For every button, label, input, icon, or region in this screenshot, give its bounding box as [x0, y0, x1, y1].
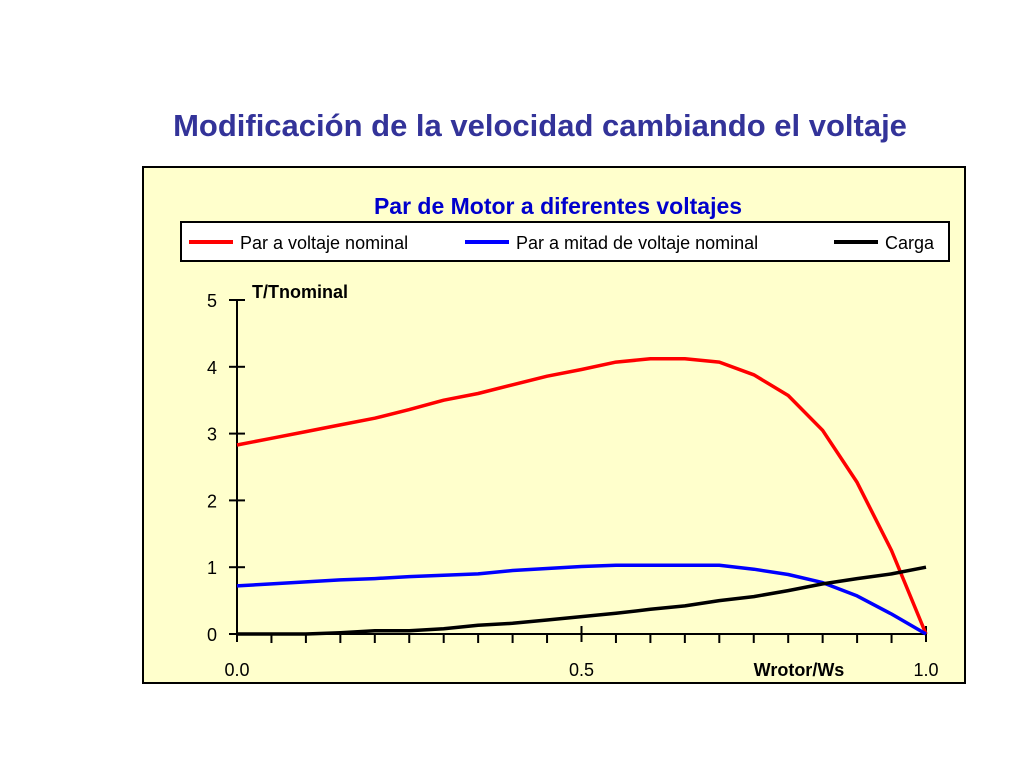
y-tick-label: 2 — [207, 491, 217, 511]
y-tick-label: 3 — [207, 425, 217, 445]
legend-label: Par a voltaje nominal — [240, 233, 408, 253]
x-tick-label: 0.0 — [224, 660, 249, 680]
x-tick-label: 0.5 — [569, 660, 594, 680]
chart-frame: Par de Motor a diferentes voltajes Par a… — [142, 166, 966, 684]
axes: 0 1 2 3 4 5 0.0 0.5 1.0 — [207, 291, 939, 680]
y-tick-label: 1 — [207, 558, 217, 578]
legend-item-1: Par a voltaje nominal — [189, 233, 408, 253]
series-lines — [236, 357, 928, 636]
slide-title: Modificación de la velocidad cambiando e… — [173, 108, 907, 143]
x-tick-label: 1.0 — [913, 660, 938, 680]
series-line-3 — [237, 565, 927, 636]
series-line-1 — [236, 357, 928, 635]
x-axis-label: Wrotor/Ws — [754, 660, 845, 680]
series-line-2 — [236, 563, 927, 636]
chart-title: Par de Motor a diferentes voltajes — [374, 193, 742, 219]
y-axis-label: T/Tnominal — [252, 282, 348, 302]
legend-label: Par a mitad de voltaje nominal — [516, 233, 758, 253]
y-tick-label: 5 — [207, 291, 217, 311]
line-chart: Par de Motor a diferentes voltajes Par a… — [180, 193, 950, 680]
legend: Par a voltaje nominal Par a mitad de volt… — [189, 233, 935, 253]
legend-box — [180, 221, 950, 262]
legend-item-2: Par a mitad de voltaje nominal — [465, 233, 758, 253]
legend-label: Carga — [885, 233, 935, 253]
legend-item-3: Carga — [834, 233, 935, 253]
y-tick-label: 4 — [207, 358, 217, 378]
y-tick-label: 0 — [207, 625, 217, 645]
